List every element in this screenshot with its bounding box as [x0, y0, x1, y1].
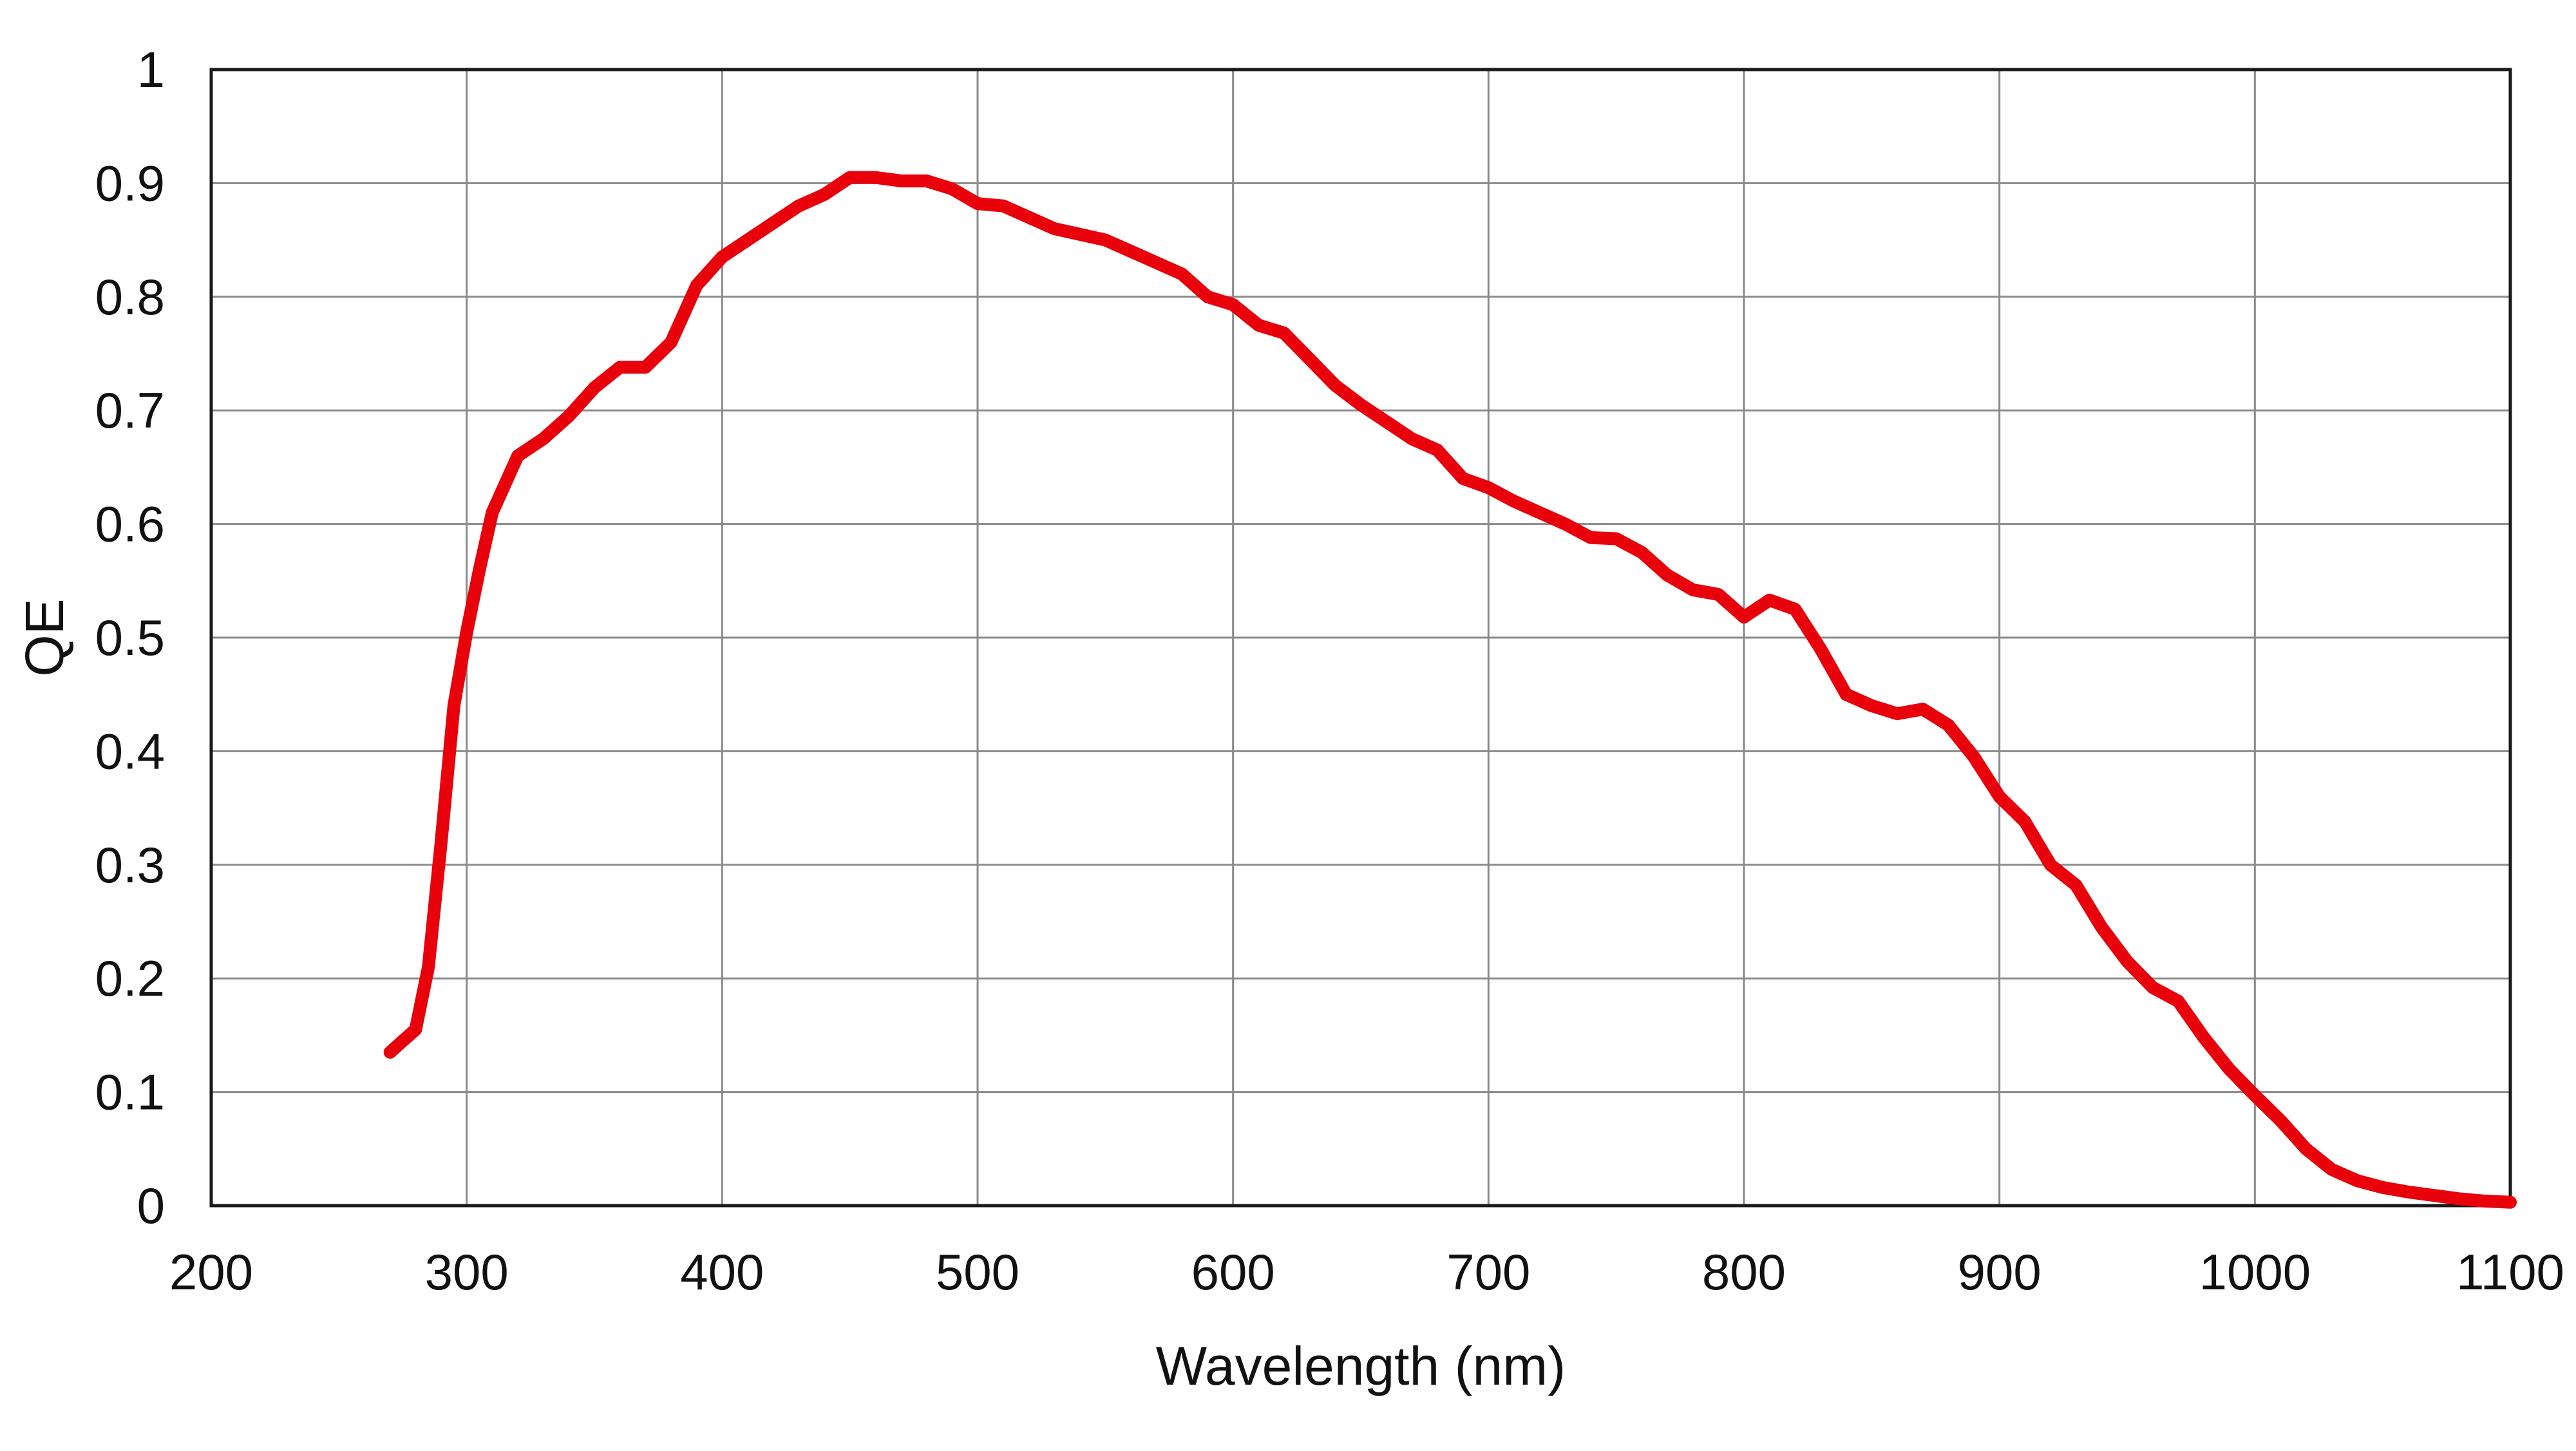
- x-tick-label: 500: [936, 1244, 1019, 1300]
- axis-layer: [209, 68, 2512, 1208]
- x-axis-title: Wavelength (nm): [1156, 1336, 1566, 1396]
- y-tick-label: 0: [137, 1177, 165, 1234]
- x-tick-label: 600: [1191, 1244, 1275, 1300]
- y-tick-label: 1: [137, 41, 165, 98]
- x-tick-label: 1000: [2199, 1244, 2311, 1300]
- label-layer: 200 300 400 500 600 700 800 900 1000 1100 0 0.1 0.2 0…: [14, 41, 2564, 1396]
- y-tick-label: 0.3: [95, 837, 165, 893]
- y-tick-label: 0.9: [95, 155, 165, 211]
- y-tick-label: 0.5: [95, 609, 165, 666]
- series-layer: [383, 171, 2517, 1209]
- y-tick-label: 0.4: [95, 723, 165, 779]
- x-tick-label: 700: [1446, 1244, 1530, 1300]
- y-tick-label: 0.1: [95, 1064, 165, 1121]
- y-tick-label: 0.6: [95, 496, 165, 553]
- x-tick-label: 1100: [2456, 1244, 2564, 1300]
- x-tick-label: 400: [680, 1244, 764, 1300]
- x-tick-label: 200: [169, 1244, 253, 1300]
- y-tick-label: 0.8: [95, 269, 165, 325]
- plot-frame: [209, 68, 2512, 1208]
- y-axis-title: QE: [14, 598, 75, 676]
- x-tick-label: 300: [425, 1244, 509, 1300]
- y-tick-label: 0.2: [95, 950, 165, 1007]
- x-tick-label: 900: [1958, 1244, 2041, 1300]
- qe-series-line: [383, 171, 2517, 1209]
- y-tick-label: 0.7: [95, 382, 165, 439]
- x-tick-label: 800: [1702, 1244, 1786, 1300]
